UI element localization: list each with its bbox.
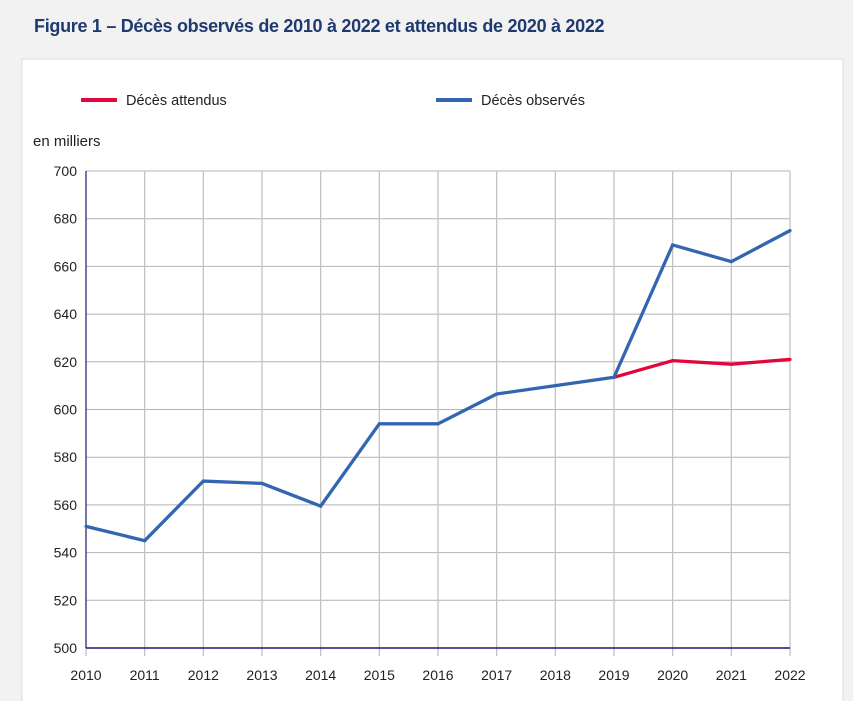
data-point <box>729 362 733 366</box>
data-point <box>143 539 147 543</box>
y-tick-label: 640 <box>54 306 78 322</box>
x-tick-label: 2012 <box>188 667 219 683</box>
y-tick-label: 540 <box>54 545 78 561</box>
y-axis-label: en milliers <box>33 133 101 150</box>
data-point <box>201 479 205 483</box>
data-point <box>788 229 792 233</box>
x-tick-label: 2011 <box>130 667 160 683</box>
y-tick-label: 700 <box>54 163 78 179</box>
x-tick-label: 2014 <box>305 667 336 683</box>
y-tick-label: 520 <box>54 592 78 608</box>
y-tick-label: 680 <box>54 211 78 227</box>
axes <box>85 171 790 649</box>
figure-title: Figure 1 – Décès observés de 2010 à 2022… <box>34 16 605 36</box>
x-tick-label: 2018 <box>540 667 571 683</box>
x-tick-label: 2019 <box>598 667 629 683</box>
y-tick-label: 560 <box>54 497 78 513</box>
data-point <box>84 524 88 528</box>
y-tick-label: 580 <box>54 449 78 465</box>
data-point <box>671 243 675 247</box>
x-tick-label: 2021 <box>716 667 747 683</box>
data-point <box>495 392 499 396</box>
data-point <box>377 422 381 426</box>
grid <box>85 170 791 656</box>
data-point <box>553 384 557 388</box>
data-point <box>788 357 792 362</box>
x-tick-label: 2016 <box>422 667 453 683</box>
series-line-0 <box>613 357 791 379</box>
x-tick-label: 2022 <box>774 667 805 683</box>
series <box>84 229 792 543</box>
data-point <box>260 481 264 486</box>
data-point <box>436 422 440 426</box>
x-tick-label: 2010 <box>70 667 101 683</box>
data-point <box>319 504 323 508</box>
legend: Décès attendus Décès observés <box>81 93 585 109</box>
data-point <box>729 260 733 264</box>
legend-label: Décès attendus <box>126 93 227 109</box>
y-tick-label: 660 <box>54 258 78 274</box>
data-point <box>671 359 675 363</box>
data-point <box>612 375 616 379</box>
x-tick-label: 2013 <box>246 667 277 683</box>
legend-label: Décès observés <box>481 93 585 109</box>
y-tick-label: 620 <box>54 354 78 370</box>
x-tick-label: 2020 <box>657 667 688 683</box>
chart-card <box>21 58 844 701</box>
x-tick-label: 2017 <box>481 667 512 683</box>
tick-labels: 500 520 540 560 580 600 620 640 660 680 700 2010 201… <box>54 163 806 683</box>
y-tick-label: 600 <box>54 402 78 418</box>
x-tick-label: 2015 <box>364 667 395 683</box>
y-tick-label: 500 <box>54 640 78 656</box>
